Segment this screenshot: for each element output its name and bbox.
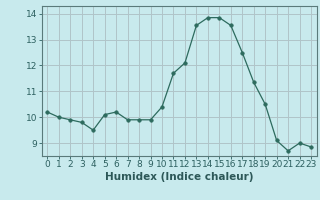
X-axis label: Humidex (Indice chaleur): Humidex (Indice chaleur) <box>105 172 253 182</box>
